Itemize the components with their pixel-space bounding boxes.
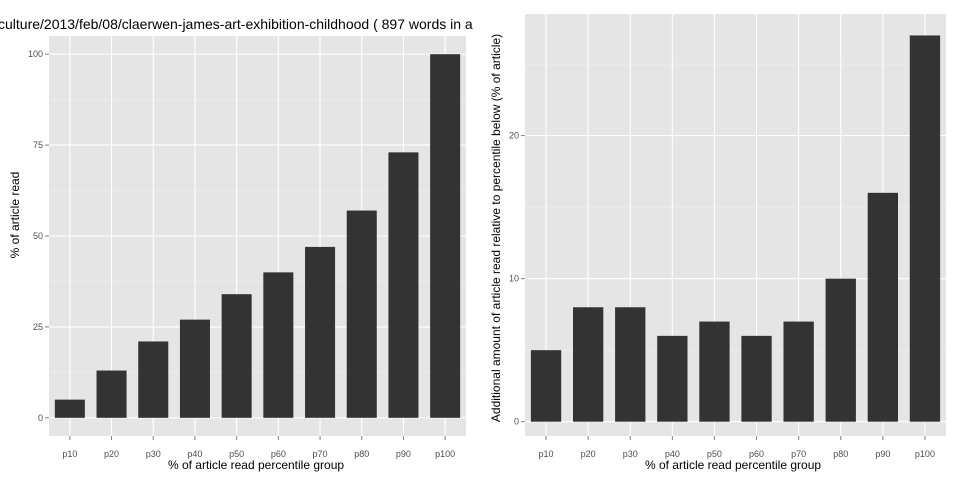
y-tick-label: 20 bbox=[509, 131, 519, 141]
y-tick-label: 75 bbox=[33, 140, 43, 150]
x-tick-label: p70 bbox=[313, 449, 328, 459]
chart-title: culture/2013/feb/08/claerwen-james-art-e… bbox=[0, 16, 473, 32]
y-axis-label: Additional amount of article read relati… bbox=[489, 34, 503, 422]
bar-p40 bbox=[179, 319, 210, 418]
bar-p10 bbox=[530, 350, 562, 422]
bar-p50 bbox=[221, 294, 252, 418]
bar-p100 bbox=[430, 54, 461, 418]
y-tick-label: 0 bbox=[38, 413, 43, 423]
x-tick-label: p10 bbox=[539, 449, 554, 459]
x-tick-label: p100 bbox=[435, 449, 455, 459]
bar-p70 bbox=[783, 321, 814, 422]
x-tick-label: p60 bbox=[749, 449, 764, 459]
y-tick-label: 10 bbox=[509, 274, 519, 284]
x-axis-label: % of article read percentile group bbox=[168, 458, 344, 472]
bar-p50 bbox=[699, 321, 730, 422]
y-tick-label: 100 bbox=[28, 49, 43, 59]
right-chart: Additional amount of article read relati… bbox=[489, 14, 946, 472]
bar-p90 bbox=[867, 192, 899, 422]
x-tick-label: p10 bbox=[62, 449, 77, 459]
x-tick-label: p60 bbox=[271, 449, 286, 459]
bar-p70 bbox=[305, 246, 336, 418]
y-tick-label: 0 bbox=[514, 417, 519, 427]
x-tick-label: p80 bbox=[354, 449, 369, 459]
y-axis-label: % of article read bbox=[8, 172, 22, 259]
bar-p80 bbox=[346, 210, 377, 418]
x-tick-label: p100 bbox=[915, 449, 935, 459]
x-tick-label: p40 bbox=[665, 449, 680, 459]
x-tick-label: p30 bbox=[146, 449, 161, 459]
x-axis-label: % of article read percentile group bbox=[645, 458, 821, 472]
left-chart: culture/2013/feb/08/claerwen-james-art-e… bbox=[0, 16, 473, 472]
bar-p60 bbox=[741, 335, 772, 422]
y-tick-label: 50 bbox=[33, 231, 43, 241]
bar-p20 bbox=[96, 370, 127, 418]
x-tick-label: p50 bbox=[229, 449, 244, 459]
x-tick-label: p50 bbox=[707, 449, 722, 459]
x-tick-label: p70 bbox=[791, 449, 806, 459]
bar-p30 bbox=[138, 341, 169, 418]
x-tick-label: p30 bbox=[623, 449, 638, 459]
bar-p80 bbox=[825, 278, 856, 422]
bar-p60 bbox=[263, 272, 294, 418]
bar-p10 bbox=[54, 399, 85, 418]
x-tick-label: p20 bbox=[104, 449, 119, 459]
x-tick-label: p90 bbox=[875, 449, 890, 459]
y-tick-label: 25 bbox=[33, 322, 43, 332]
bar-p90 bbox=[388, 152, 419, 418]
bar-p100 bbox=[909, 35, 941, 422]
x-tick-label: p80 bbox=[833, 449, 848, 459]
x-tick-label: p40 bbox=[187, 449, 202, 459]
bar-p40 bbox=[657, 335, 688, 422]
bar-p30 bbox=[615, 307, 646, 422]
x-tick-label: p20 bbox=[581, 449, 596, 459]
bar-p20 bbox=[572, 307, 604, 422]
x-tick-label: p90 bbox=[396, 449, 411, 459]
